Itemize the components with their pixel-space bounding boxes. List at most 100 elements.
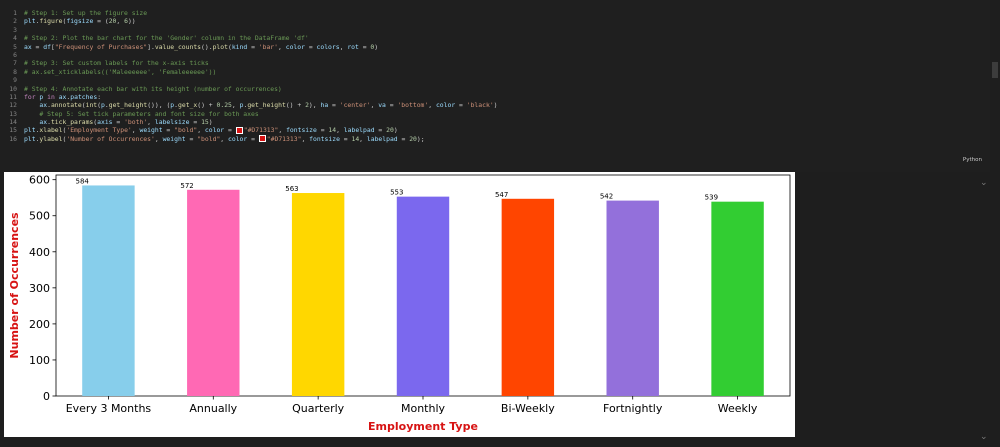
x-tick-label: Quarterly — [292, 402, 345, 415]
code-token: get_height — [108, 101, 148, 110]
code-token: get_x — [178, 101, 198, 110]
line-number: 5 — [13, 42, 17, 51]
bar — [711, 201, 764, 396]
code-token: ha — [320, 101, 329, 110]
code-text: # Step 3: Set custom labels for the x-ax… — [24, 59, 209, 67]
code-token: = — [247, 42, 259, 51]
color-swatch-icon[interactable] — [258, 135, 266, 143]
code-token: weight — [139, 126, 163, 135]
code-token — [24, 101, 39, 109]
code-token: 'black' — [466, 101, 494, 110]
code-token: = — [455, 101, 467, 110]
code-token: # Step 1: Set up the figure size — [24, 9, 148, 17]
code-token: ( — [227, 42, 232, 51]
code-token: 14 — [351, 134, 360, 143]
bar — [187, 189, 240, 396]
code-token: ax — [39, 101, 48, 110]
cell-language-label[interactable]: Python — [962, 157, 982, 163]
code-token: = — [304, 42, 317, 51]
y-tick-label: 400 — [29, 246, 50, 259]
code-token: 'bar' — [258, 42, 279, 51]
bar — [396, 196, 450, 396]
code-token: = — [224, 126, 236, 135]
code-token: , — [428, 101, 436, 110]
code-token: , — [278, 126, 287, 135]
code-token: value_counts — [154, 42, 202, 51]
code-token: , — [147, 118, 155, 127]
line-number: 10 — [9, 84, 17, 93]
code-token: . — [243, 101, 248, 110]
code-token: , — [154, 134, 163, 143]
bar — [291, 193, 345, 396]
y-tick-label: 300 — [29, 282, 50, 295]
code-token: () + — [197, 101, 217, 110]
bar-value-label: 542 — [600, 193, 613, 201]
code-text: plt.xlabel('Employment Type', weight = "… — [24, 126, 398, 134]
code-token: int — [85, 101, 98, 110]
code-editor[interactable]: 1 # Step 1: Set up the figure size 2 plt.fi… — [0, 0, 990, 172]
x-tick-label: Monthly — [401, 402, 446, 415]
code-token: patches — [70, 92, 98, 101]
code-token: p — [239, 101, 244, 110]
line-number: 16 — [9, 134, 17, 143]
line-number: 4 — [13, 34, 17, 43]
code-token: ax — [39, 118, 48, 127]
code-token: . — [47, 118, 51, 127]
code-token: = — [358, 42, 371, 51]
code-token: df — [43, 42, 51, 51]
code-token: ) — [393, 126, 398, 135]
code-token: ) — [374, 42, 379, 51]
code-token: 'Employment Type' — [66, 126, 132, 135]
bar-value-label: 539 — [705, 194, 718, 202]
code-token: = — [328, 101, 340, 110]
code-text: plt.figure(figsize = (20, 6)) — [24, 17, 136, 25]
code-token: get_height — [247, 101, 286, 110]
line-number: 6 — [13, 50, 17, 59]
chevron-down-icon[interactable]: ⌄ — [980, 432, 988, 442]
code-token: , — [231, 101, 240, 110]
code-token: ax — [58, 92, 67, 101]
code-token: , — [339, 42, 348, 51]
code-token: color — [204, 126, 225, 135]
code-text: ax.tick_params(axis = 'both', labelsize … — [24, 118, 212, 127]
line-number: 7 — [13, 59, 17, 68]
code-token: , — [301, 134, 310, 143]
chart-output: 0 100 200 300 400 500 600 Every 3 Months 584 Ann… — [4, 172, 795, 437]
code-token: colors — [316, 42, 340, 51]
chevron-down-icon[interactable]: ⌄ — [980, 178, 988, 188]
code-token: "bold" — [174, 126, 198, 135]
code-token: ax — [24, 42, 32, 51]
editor-scrollbar-thumb[interactable] — [992, 62, 998, 78]
code-token: . — [47, 101, 51, 110]
code-token: ( — [62, 126, 67, 135]
bar — [501, 198, 555, 396]
code-text: plt.ylabel('Number of Occurrences', weig… — [24, 135, 425, 143]
code-token: plt — [24, 126, 36, 135]
code-token: in — [47, 92, 55, 101]
code-token: plt — [24, 17, 36, 26]
color-swatch-icon[interactable] — [235, 126, 243, 134]
code-text: # Step 2: Plot the bar chart for the 'Ge… — [24, 34, 309, 42]
code-token: 'both' — [124, 118, 148, 127]
code-token: p — [101, 101, 105, 110]
code-token: , — [197, 126, 205, 135]
code-token: )) — [127, 17, 136, 26]
y-tick-label: 0 — [43, 390, 50, 403]
code-token: = — [185, 134, 198, 143]
line-number: 9 — [13, 76, 17, 85]
code-token: = — [189, 118, 202, 127]
code-token: "#D71313" — [243, 126, 279, 135]
code-token: (). — [201, 42, 213, 51]
line-number: 11 — [9, 92, 17, 101]
code-token: [ — [50, 42, 55, 51]
y-tick-label: 600 — [29, 174, 50, 187]
output-gutter — [0, 172, 4, 447]
code-token: weight — [162, 134, 186, 143]
code-token: color — [285, 42, 305, 51]
line-number: 1 — [13, 9, 17, 17]
code-token: 'bottom' — [397, 101, 429, 110]
code-token: : — [97, 92, 102, 101]
code-token: ) — [493, 101, 498, 110]
code-token: 2 — [305, 101, 309, 110]
x-tick-label: Fortnightly — [603, 402, 663, 415]
